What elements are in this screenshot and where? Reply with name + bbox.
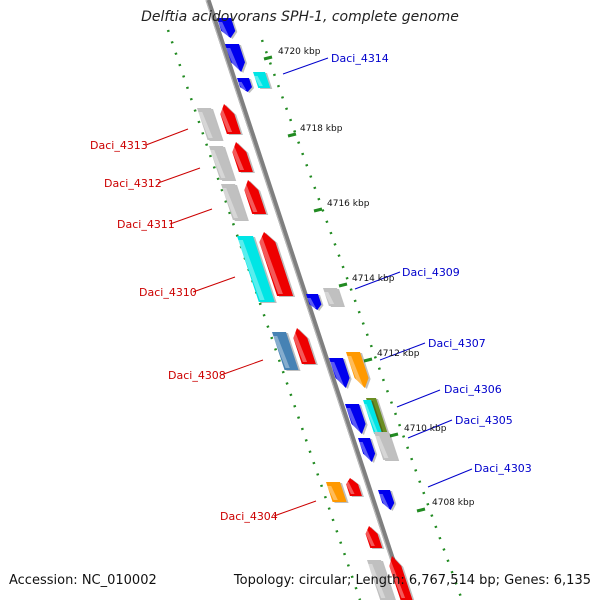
gene-label-daci-4305[interactable]: Daci_4305 bbox=[455, 414, 513, 427]
gene-daci-4304[interactable] bbox=[345, 478, 364, 497]
gene-daci-4308[interactable] bbox=[291, 328, 318, 365]
gene-gray-4313[interactable] bbox=[197, 108, 224, 141]
scale-label-4708: 4708 kbp bbox=[432, 498, 475, 508]
gene-daci-4307[interactable] bbox=[346, 352, 371, 389]
gene-label-daci-4307[interactable]: Daci_4307 bbox=[428, 337, 486, 350]
gene-label-daci-4306[interactable]: Daci_4306 bbox=[444, 383, 502, 396]
gene-label-daci-4314[interactable]: Daci_4314 bbox=[331, 52, 389, 65]
accession-text: Accession: NC_010002 bbox=[9, 573, 157, 588]
gene-daci-4312[interactable] bbox=[230, 142, 255, 173]
major-tick bbox=[416, 507, 426, 513]
gene-daci-4310[interactable] bbox=[257, 232, 296, 297]
gene-label-daci-4308[interactable]: Daci_4308 bbox=[168, 369, 226, 382]
major-tick bbox=[389, 432, 399, 438]
scale-label-4710: 4710 kbp bbox=[404, 424, 447, 434]
tick-rings bbox=[166, 29, 464, 600]
gene-daci-4305[interactable] bbox=[374, 432, 400, 461]
gene-gray-4311[interactable] bbox=[221, 184, 249, 221]
gene-label-daci-4312[interactable]: Daci_4312 bbox=[104, 177, 162, 190]
scale-label-4714: 4714 kbp bbox=[352, 274, 395, 284]
gene-daci-4314[interactable] bbox=[253, 72, 273, 89]
genome-backbone-highlight bbox=[205, 0, 405, 600]
gene-label-daci-4304[interactable]: Daci_4304 bbox=[220, 510, 278, 523]
gene-gray-bottom[interactable] bbox=[367, 560, 396, 600]
gene-label-daci-4313[interactable]: Daci_4313 bbox=[90, 139, 148, 152]
gene-features bbox=[197, 18, 415, 600]
gene-red-bottom-b[interactable] bbox=[387, 556, 415, 600]
gene-blue-4306[interactable] bbox=[345, 404, 368, 435]
major-tick bbox=[363, 357, 373, 363]
tick-ring-inner bbox=[166, 29, 362, 600]
gene-daci-4311[interactable] bbox=[242, 180, 269, 215]
major-tick bbox=[287, 132, 297, 138]
gene-daci-4309-a[interactable] bbox=[306, 294, 324, 311]
major-tick bbox=[313, 207, 323, 213]
scale-label-4712: 4712 kbp bbox=[377, 349, 420, 359]
major-tick bbox=[338, 282, 348, 288]
gene-blue-4305[interactable] bbox=[358, 438, 378, 463]
gene-cyan-4310[interactable] bbox=[237, 236, 277, 303]
gene-blue-top-b[interactable] bbox=[225, 44, 248, 73]
gene-gray-4312[interactable] bbox=[209, 146, 237, 181]
gene-daci-4313[interactable] bbox=[218, 104, 243, 135]
genome-summary-text: Topology: circular; Length: 6,767,514 bp… bbox=[233, 573, 591, 588]
major-tick bbox=[263, 55, 273, 61]
gene-callouts: Daci_4313 Daci_4312 Daci_4311 Daci_4310 … bbox=[90, 52, 532, 523]
scale-label-4716: 4716 kbp bbox=[327, 199, 370, 209]
gene-daci-4309[interactable] bbox=[323, 288, 345, 307]
tick-ring-outer bbox=[260, 39, 464, 600]
gene-steel-4308[interactable] bbox=[272, 332, 301, 371]
gene-blue-4307[interactable] bbox=[329, 358, 352, 389]
scale-label-4720: 4720 kbp bbox=[278, 47, 321, 57]
gene-daci-4303[interactable] bbox=[378, 490, 397, 511]
gene-label-daci-4303[interactable]: Daci_4303 bbox=[474, 462, 532, 475]
gene-label-daci-4310[interactable]: Daci_4310 bbox=[139, 286, 197, 299]
gene-label-daci-4311[interactable]: Daci_4311 bbox=[117, 218, 175, 231]
gene-blue-top-a[interactable] bbox=[217, 18, 238, 39]
scale-label-4718: 4718 kbp bbox=[300, 124, 343, 134]
gene-cyan-4306[interactable] bbox=[363, 400, 385, 435]
gene-blue-top-c[interactable] bbox=[237, 78, 255, 93]
gene-red-bottom-a[interactable] bbox=[364, 526, 385, 549]
map-title: Delftia acidovorans SPH-1, complete geno… bbox=[141, 9, 459, 25]
genome-backbone bbox=[205, 0, 409, 600]
scale-labels: 4720 kbp 4718 kbp 4716 kbp 4714 kbp 4712… bbox=[278, 47, 475, 508]
gene-orange-4304[interactable] bbox=[326, 482, 349, 503]
gene-label-daci-4309[interactable]: Daci_4309 bbox=[402, 266, 460, 279]
